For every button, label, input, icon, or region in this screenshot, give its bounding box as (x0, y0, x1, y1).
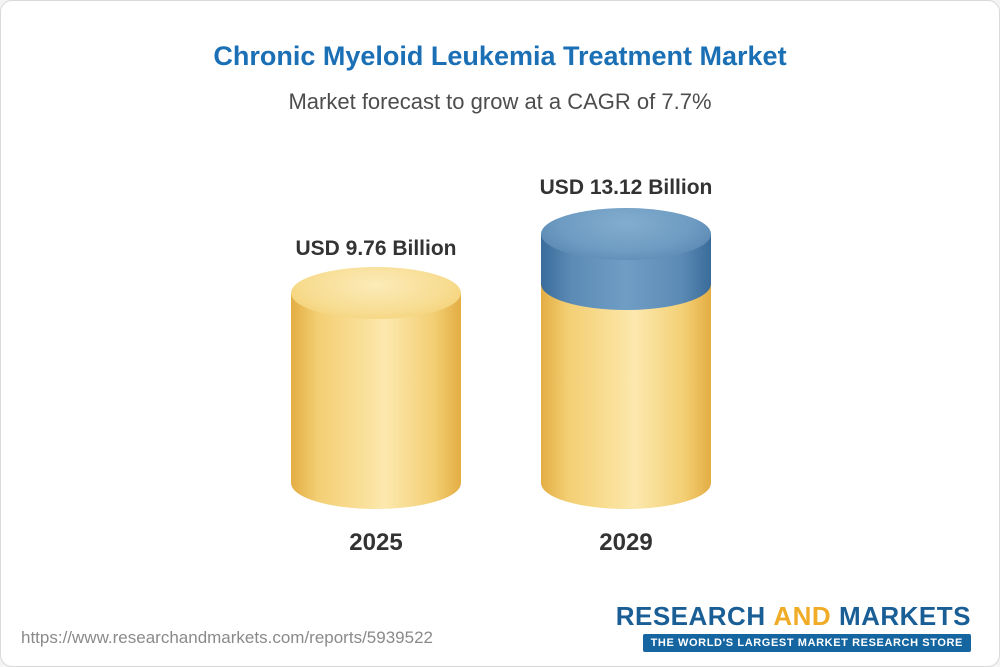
bar-2025-value-label: USD 9.76 Billion (295, 237, 457, 260)
logo-tagline: THE WORLD'S LARGEST MARKET RESEARCH STOR… (642, 634, 971, 652)
bar-2029-cylinder-top (541, 208, 711, 260)
bar-2029-category-label: 2029 (599, 529, 653, 556)
logo-wordmark: RESEARCH AND MARKETS (615, 600, 971, 631)
report-url-link[interactable]: https://www.researchandmarkets.com/repor… (21, 628, 433, 647)
page-title: Chronic Myeloid Leukemia Treatment Marke… (213, 41, 787, 71)
bar-2029-cylinder-base-segment (541, 284, 711, 509)
bar-2025-cylinder-body (291, 293, 461, 509)
bar-2029: USD 13.12 Billion 2029 (540, 176, 713, 556)
research-and-markets-logo: RESEARCH AND MARKETS THE WORLD'S LARGEST… (615, 600, 971, 652)
bar-2029-value-label: USD 13.12 Billion (539, 176, 713, 199)
bar-2025: USD 9.76 Billion 2025 (291, 237, 461, 556)
logo-word-and: AND (773, 600, 832, 631)
logo-word-markets: MARKETS (838, 600, 971, 631)
bar-2025-cylinder-top (291, 267, 461, 319)
logo-word-research: RESEARCH (615, 600, 766, 631)
page-subtitle: Market forecast to grow at a CAGR of 7.7… (288, 89, 712, 114)
bar-2025-category-label: 2025 (349, 529, 403, 556)
